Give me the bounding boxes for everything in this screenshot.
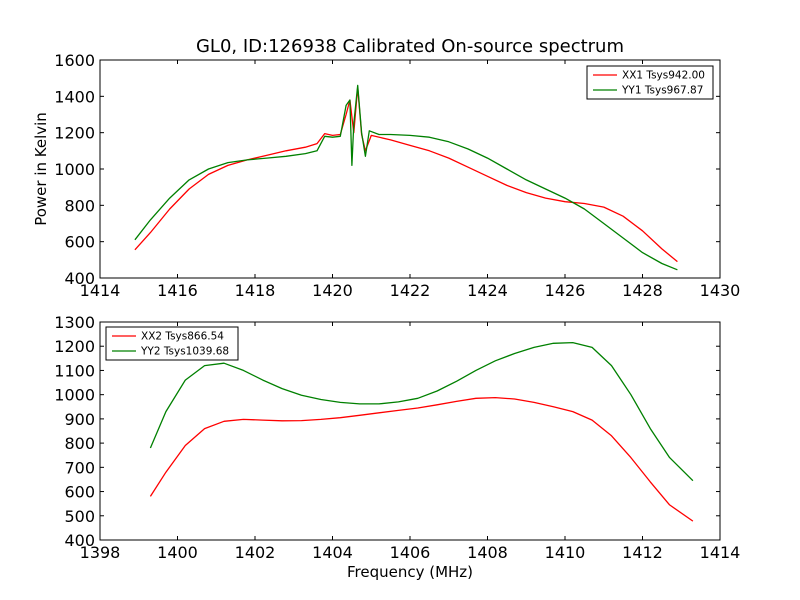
y-tick-label: 900: [64, 410, 95, 429]
x-tick-label: 1424: [467, 281, 508, 300]
y-tick-label: 1600: [54, 51, 95, 70]
x-tick-label: 1400: [157, 543, 198, 562]
y-tick-label: 700: [64, 458, 95, 477]
series-line-1-1: [134, 86, 678, 263]
legend-label: YY2 Tsys1039.68: [140, 346, 229, 358]
legend: XX2 Tsys866.54 YY2 Tsys1039.68: [105, 326, 239, 361]
chart-panel-1: 1414 1416 1418 1420 1422 1424 1426 1428 1430 400 6…: [32, 36, 740, 300]
x-axis-label: Frequency (MHz): [347, 563, 473, 581]
legend-box: [586, 65, 714, 100]
y-tick-label: 1400: [54, 87, 95, 106]
x-tick-label: 1410: [545, 543, 586, 562]
series-line-2-2: [149, 341, 694, 482]
x-tick-label: 1414: [700, 543, 741, 562]
x-tick-label: 1398: [80, 543, 121, 562]
y-tick-label: 1200: [54, 337, 95, 356]
x-tick-label: 1430: [700, 281, 741, 300]
y-tick-label: 800: [64, 196, 95, 215]
x-tick-label: 1414: [80, 281, 121, 300]
y-axis-label: Power in Kelvin: [32, 112, 50, 226]
x-tick-label: 1426: [545, 281, 586, 300]
x-tick-label: 1408: [467, 543, 508, 562]
x-tick-label: 1406: [390, 543, 431, 562]
x-tick-label: 1412: [622, 543, 663, 562]
x-tick-label: 1420: [312, 281, 353, 300]
legend-label: YY1 Tsys967.87: [621, 85, 703, 97]
x-tick-label: 1418: [235, 281, 276, 300]
y-tick-label: 1000: [54, 160, 95, 179]
x-tick-label: 1416: [157, 281, 198, 300]
legend-label: XX2 Tsys866.54: [141, 331, 224, 343]
series-line-2-1: [149, 396, 694, 522]
y-tick-label: 1200: [54, 124, 95, 143]
y-tick-label: 800: [64, 434, 95, 453]
y-tick-label: 600: [64, 233, 95, 252]
y-tick-label: 500: [64, 507, 95, 526]
y-tick-label: 1300: [54, 313, 95, 332]
y-tick-label: 1100: [54, 361, 95, 380]
legend-box: [105, 326, 239, 361]
series-line-1-2: [134, 84, 678, 271]
y-tick-label: 400: [64, 269, 95, 288]
y-tick-label: 1000: [54, 386, 95, 405]
legend: XX1 Tsys942.00 YY1 Tsys967.87: [586, 65, 714, 100]
x-tick-label: 1404: [312, 543, 353, 562]
x-tick-label: 1422: [390, 281, 431, 300]
x-tick-label: 1402: [235, 543, 276, 562]
y-tick-label: 600: [64, 483, 95, 502]
y-tick-label: 400: [64, 531, 95, 550]
x-tick-label: 1428: [622, 281, 663, 300]
chart-panel-2: 1398 1400 1402 1404 1406 1408 1410 1412 1414 400 5…: [54, 313, 740, 581]
legend-label: XX1 Tsys942.00: [622, 70, 705, 82]
chart-title: GL0, ID:126938 Calibrated On-source spec…: [196, 36, 624, 57]
